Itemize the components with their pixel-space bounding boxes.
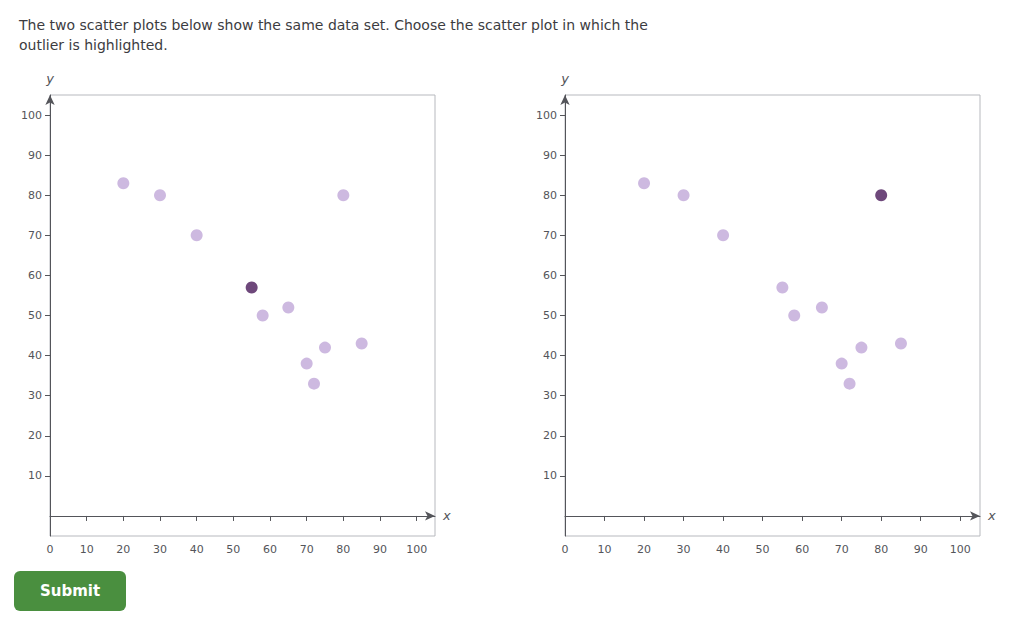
svg-text:50: 50 (756, 543, 770, 556)
svg-text:70: 70 (28, 229, 42, 242)
svg-text:20: 20 (637, 543, 651, 556)
svg-text:50: 50 (226, 543, 240, 556)
svg-text:60: 60 (263, 543, 277, 556)
svg-text:10: 10 (80, 543, 94, 556)
svg-text:100: 100 (536, 109, 557, 122)
svg-text:0: 0 (47, 543, 54, 556)
svg-text:40: 40 (28, 349, 42, 362)
svg-text:80: 80 (28, 189, 42, 202)
svg-text:90: 90 (914, 543, 928, 556)
svg-text:50: 50 (28, 309, 42, 322)
svg-text:30: 30 (543, 389, 557, 402)
svg-text:50: 50 (543, 309, 557, 322)
svg-text:80: 80 (336, 543, 350, 556)
svg-text:70: 70 (835, 543, 849, 556)
svg-text:0: 0 (562, 543, 569, 556)
svg-text:y: y (560, 71, 569, 86)
svg-text:90: 90 (543, 149, 557, 162)
svg-text:30: 30 (677, 543, 691, 556)
svg-text:10: 10 (543, 469, 557, 482)
svg-text:20: 20 (28, 429, 42, 442)
svg-text:10: 10 (598, 543, 612, 556)
svg-text:40: 40 (543, 349, 557, 362)
svg-text:30: 30 (28, 389, 42, 402)
svg-text:40: 40 (190, 543, 204, 556)
svg-text:30: 30 (153, 543, 167, 556)
svg-text:100: 100 (950, 543, 971, 556)
svg-text:y: y (45, 71, 54, 86)
svg-text:90: 90 (373, 543, 387, 556)
svg-text:70: 70 (543, 229, 557, 242)
svg-text:80: 80 (543, 189, 557, 202)
svg-text:100: 100 (406, 543, 427, 556)
svg-text:70: 70 (300, 543, 314, 556)
svg-text:10: 10 (28, 469, 42, 482)
svg-text:20: 20 (116, 543, 130, 556)
svg-text:100: 100 (21, 109, 42, 122)
svg-text:20: 20 (543, 429, 557, 442)
svg-text:80: 80 (874, 543, 888, 556)
svg-text:outlier is highlighted.: outlier is highlighted. (19, 37, 168, 53)
svg-text:The two scatter plots below sh: The two scatter plots below show the sam… (18, 17, 648, 33)
svg-text:60: 60 (543, 269, 557, 282)
svg-text:Submit: Submit (40, 582, 100, 600)
svg-text:x: x (442, 508, 451, 523)
svg-text:60: 60 (28, 269, 42, 282)
svg-text:40: 40 (716, 543, 730, 556)
svg-text:60: 60 (795, 543, 809, 556)
svg-text:x: x (987, 508, 996, 523)
svg-text:90: 90 (28, 149, 42, 162)
